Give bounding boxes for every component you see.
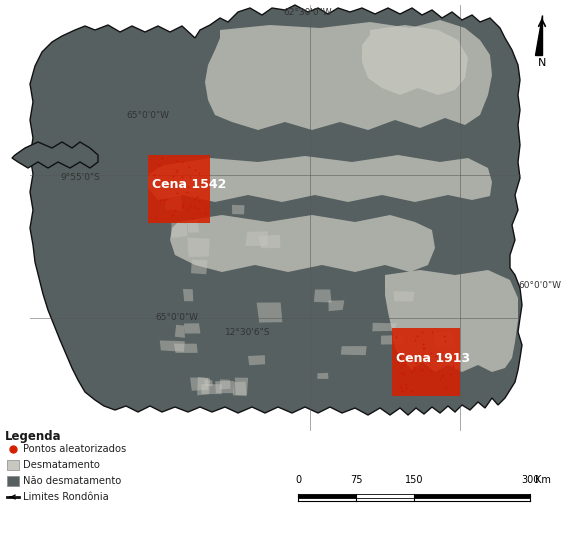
Polygon shape	[30, 5, 522, 415]
Bar	[298, 494, 356, 498]
Polygon shape	[170, 215, 435, 272]
Text: Desmatamento: Desmatamento	[23, 460, 100, 470]
Text: Limites Rondônia: Limites Rondônia	[23, 492, 108, 502]
Text: 300: 300	[521, 475, 539, 485]
Polygon shape	[180, 176, 197, 192]
Text: Cena 1913: Cena 1913	[396, 351, 470, 364]
Polygon shape	[12, 142, 98, 168]
Polygon shape	[535, 15, 542, 55]
Bar	[356, 494, 414, 498]
Polygon shape	[191, 260, 208, 274]
Polygon shape	[433, 332, 455, 347]
Polygon shape	[394, 291, 414, 302]
Polygon shape	[184, 323, 200, 334]
Polygon shape	[204, 380, 212, 386]
Polygon shape	[373, 323, 397, 331]
Polygon shape	[328, 300, 344, 311]
Text: Não desmatamento: Não desmatamento	[23, 476, 121, 486]
Polygon shape	[148, 155, 492, 202]
Polygon shape	[172, 223, 188, 238]
Polygon shape	[381, 335, 404, 344]
Polygon shape	[245, 231, 268, 246]
Polygon shape	[187, 238, 210, 257]
Polygon shape	[233, 382, 247, 396]
Polygon shape	[317, 373, 328, 379]
Text: 0: 0	[295, 475, 301, 485]
Polygon shape	[362, 25, 468, 95]
Polygon shape	[215, 381, 234, 393]
Polygon shape	[174, 344, 198, 353]
Text: 65°0'0"W: 65°0'0"W	[155, 314, 198, 322]
Bar	[7, 460, 19, 470]
Polygon shape	[165, 194, 183, 211]
Polygon shape	[232, 205, 245, 215]
Text: Pontos aleatorizados: Pontos aleatorizados	[23, 444, 126, 454]
Text: 60°0'0"W: 60°0'0"W	[518, 280, 561, 289]
Text: 65°0'0"W: 65°0'0"W	[126, 110, 169, 120]
Polygon shape	[341, 346, 367, 355]
Polygon shape	[257, 302, 282, 322]
Polygon shape	[220, 379, 230, 390]
Bar	[392, 328, 460, 396]
Text: 75: 75	[350, 475, 362, 485]
Polygon shape	[197, 377, 210, 396]
Text: 9°55'0"S: 9°55'0"S	[60, 174, 100, 183]
Polygon shape	[385, 270, 518, 372]
Text: 62°30'0"W: 62°30'0"W	[284, 8, 332, 17]
Text: N: N	[538, 58, 546, 68]
Polygon shape	[160, 341, 185, 352]
Polygon shape	[201, 384, 222, 394]
Polygon shape	[248, 355, 265, 365]
Polygon shape	[235, 377, 248, 395]
Bar	[7, 476, 19, 486]
Polygon shape	[175, 325, 185, 338]
Polygon shape	[190, 377, 208, 391]
Text: Legenda: Legenda	[5, 430, 61, 443]
Text: Cena 1542: Cena 1542	[152, 178, 226, 191]
Polygon shape	[314, 289, 332, 302]
Polygon shape	[205, 20, 492, 130]
Polygon shape	[259, 234, 280, 248]
Text: 12°30'6"S: 12°30'6"S	[225, 328, 271, 337]
Bar	[414, 494, 530, 498]
Polygon shape	[188, 219, 199, 232]
Text: 150: 150	[405, 475, 423, 485]
Text: Km: Km	[535, 475, 551, 485]
Polygon shape	[183, 289, 193, 301]
Bar	[148, 155, 210, 223]
